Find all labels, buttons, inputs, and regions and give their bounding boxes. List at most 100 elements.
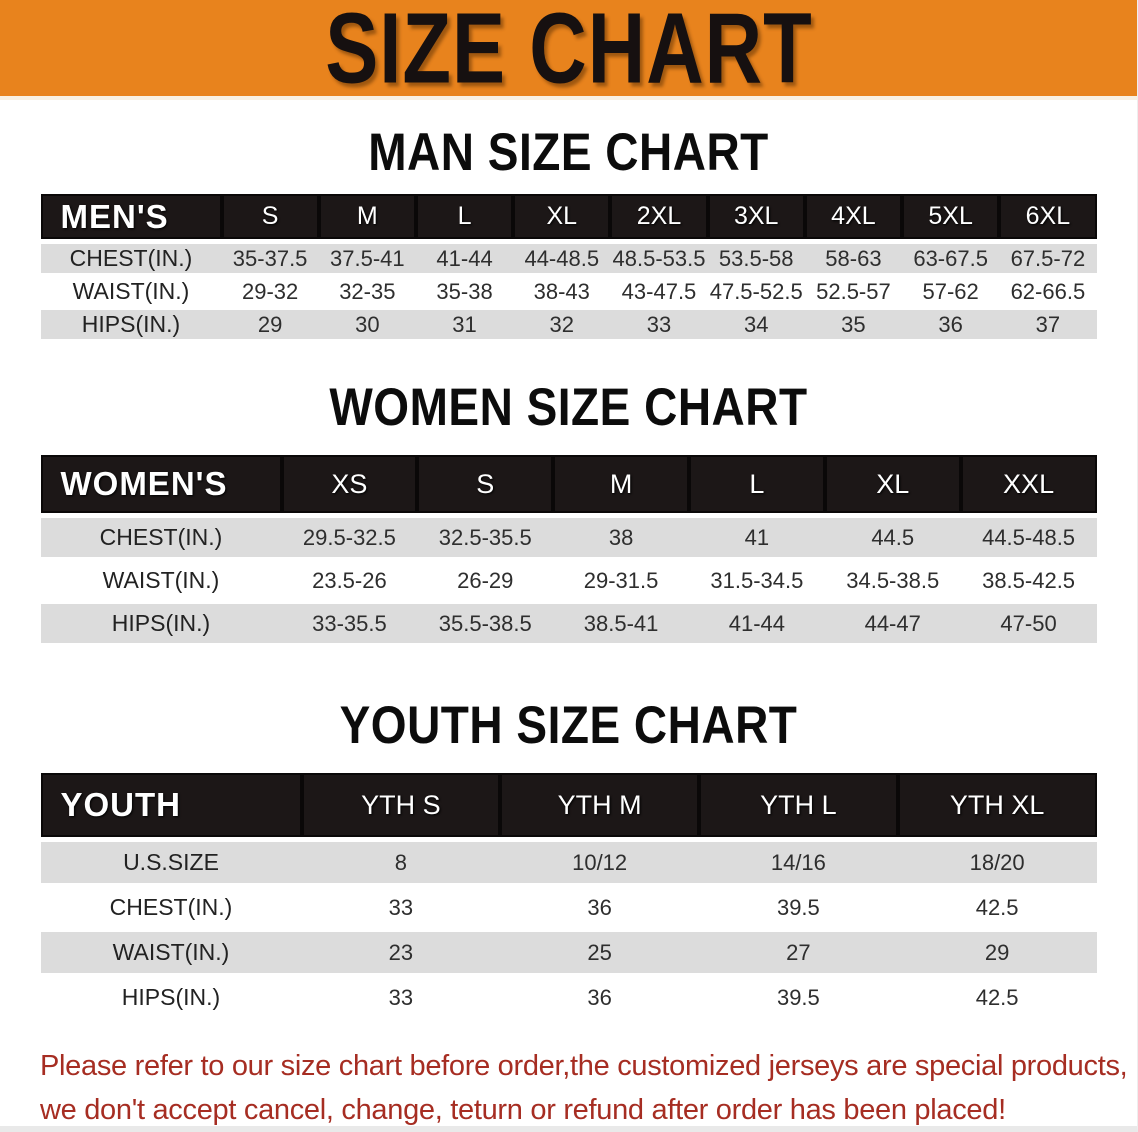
size-value-cell: 34 [707,310,805,343]
size-column-header: 4XL [804,194,903,244]
size-column-header: XS [281,455,418,518]
size-value-cell: 23 [301,932,501,977]
size-column-header: S [417,455,554,518]
size-value-cell: 63-67.5 [902,244,1000,277]
youth-size-table: YOUTH YTH S YTH M YTH L YTH XL U.S.SIZE 8 10/12… [40,773,1097,1022]
size-column-header: XL [824,455,961,518]
size-value-cell: 37.5-41 [318,244,416,277]
size-value-cell: 41-44 [415,244,514,277]
measurement-label: HIPS(IN.) [40,310,222,343]
size-value-cell: 39.5 [699,887,898,932]
size-value-cell: 47-50 [960,604,1097,647]
measurement-label: HIPS(IN.) [40,604,282,647]
table-row: HIPS(IN.) 33-35.5 35.5-38.5 38.5-41 41-44 44-… [40,604,1097,647]
women-section-heading: WOMEN SIZE CHART [329,377,808,437]
measurement-label: CHEST(IN.) [40,887,302,932]
youth-group-label: YOUTH [40,773,302,842]
men-header-row: MEN'S S M L XL 2XL 3XL 4XL 5XL 6XL [40,194,1097,244]
men-section: MAN SIZE CHART MEN'S S M L XL 2XL 3XL 4XL 5XL 6XL… [0,122,1137,343]
size-value-cell: 8 [301,842,501,887]
size-value-cell: 38.5-41 [553,604,689,647]
measurement-label: U.S.SIZE [40,842,302,887]
size-value-cell: 44-48.5 [513,244,611,277]
size-value-cell: 31.5-34.5 [688,561,825,604]
size-column-header: 2XL [610,194,708,244]
size-column-header: 3XL [707,194,805,244]
measurement-label: CHEST(IN.) [40,244,222,277]
size-value-cell: 57-62 [902,277,1000,310]
size-value-cell: 36 [500,977,699,1022]
size-value-cell: 36 [500,887,699,932]
size-value-cell: 41 [688,518,825,561]
size-column-header: S [221,194,319,244]
size-value-cell: 44-47 [824,604,961,647]
size-value-cell: 31 [415,310,514,343]
size-value-cell: 53.5-58 [707,244,805,277]
size-column-header: YTH S [301,773,501,842]
size-value-cell: 29-31.5 [553,561,689,604]
measurement-label: WAIST(IN.) [40,277,222,310]
size-value-cell: 36 [902,310,1000,343]
table-row: CHEST(IN.) 33 36 39.5 42.5 [40,887,1097,932]
size-value-cell: 38.5-42.5 [960,561,1097,604]
disclaimer-line2: we don't accept cancel, change, teturn o… [40,1094,1006,1126]
size-value-cell: 42.5 [897,977,1097,1022]
disclaimer-line1: Please refer to our size chart before or… [40,1050,1128,1082]
men-size-table: MEN'S S M L XL 2XL 3XL 4XL 5XL 6XL CHEST(IN.) 35-37… [40,194,1097,343]
size-value-cell: 34.5-38.5 [824,561,961,604]
table-row: HIPS(IN.) 33 36 39.5 42.5 [40,977,1097,1022]
measurement-label: WAIST(IN.) [40,932,302,977]
size-column-header: M [318,194,416,244]
size-column-header: 5XL [902,194,1000,244]
size-column-header: YTH L [699,773,898,842]
youth-header-row: YOUTH YTH S YTH M YTH L YTH XL [40,773,1097,842]
size-column-header: L [415,194,514,244]
page-title: SIZE CHART [324,0,813,104]
size-value-cell: 48.5-53.5 [610,244,708,277]
women-size-table: WOMEN'S XS S M L XL XXL CHEST(IN.) 29.5-32.5 32.5… [40,455,1097,647]
size-value-cell: 33 [610,310,708,343]
size-column-header: XXL [960,455,1097,518]
measurement-label: CHEST(IN.) [40,518,282,561]
table-row: U.S.SIZE 8 10/12 14/16 18/20 [40,842,1097,887]
size-value-cell: 32.5-35.5 [417,518,554,561]
size-value-cell: 47.5-52.5 [707,277,805,310]
men-section-heading: MAN SIZE CHART [368,122,769,182]
size-value-cell: 37 [999,310,1097,343]
size-value-cell: 18/20 [897,842,1097,887]
youth-section-heading: YOUTH SIZE CHART [339,695,798,755]
size-value-cell: 33-35.5 [281,604,418,647]
size-value-cell: 23.5-26 [281,561,418,604]
women-header-row: WOMEN'S XS S M L XL XXL [40,455,1097,518]
size-value-cell: 26-29 [417,561,554,604]
size-value-cell: 32 [513,310,611,343]
size-value-cell: 14/16 [699,842,898,887]
size-value-cell: 44.5 [824,518,961,561]
measurement-label: WAIST(IN.) [40,561,282,604]
size-value-cell: 29-32 [221,277,319,310]
size-value-cell: 35-38 [415,277,514,310]
size-value-cell: 62-66.5 [999,277,1097,310]
table-row: CHEST(IN.) 35-37.5 37.5-41 41-44 44-48.5 48.5… [40,244,1097,277]
table-row: WAIST(IN.) 29-32 32-35 35-38 38-43 43-47.5 47.… [40,277,1097,310]
size-column-header: YTH XL [897,773,1097,842]
size-value-cell: 32-35 [318,277,416,310]
size-value-cell: 35-37.5 [221,244,319,277]
size-value-cell: 52.5-57 [804,277,903,310]
size-value-cell: 38-43 [513,277,611,310]
size-value-cell: 10/12 [500,842,699,887]
size-value-cell: 41-44 [688,604,825,647]
size-column-header: 6XL [999,194,1097,244]
table-row: WAIST(IN.) 23 25 27 29 [40,932,1097,977]
size-column-header: M [553,455,689,518]
size-column-header: XL [513,194,611,244]
size-value-cell: 35 [804,310,903,343]
size-value-cell: 67.5-72 [999,244,1097,277]
disclaimer: Please refer to our size chart before or… [40,1044,1137,1132]
measurement-label: HIPS(IN.) [40,977,302,1022]
table-row: WAIST(IN.) 23.5-26 26-29 29-31.5 31.5-34.5 34… [40,561,1097,604]
table-row: HIPS(IN.) 29 30 31 32 33 34 35 36 37 [40,310,1097,343]
size-value-cell: 29 [221,310,319,343]
youth-section: YOUTH SIZE CHART YOUTH YTH S YTH M YTH L YTH… [0,695,1137,1022]
